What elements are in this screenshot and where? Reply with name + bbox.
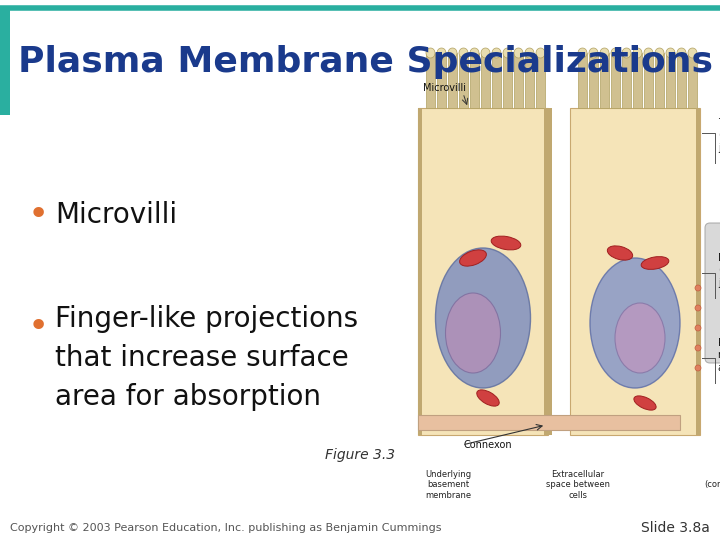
Bar [696,108,700,435]
Text: •: • [28,310,49,344]
Ellipse shape [491,236,521,250]
Ellipse shape [642,256,669,269]
Bar [525,53,534,108]
Bar [448,53,457,108]
Text: Plasma Membrane Specializations: Plasma Membrane Specializations [18,45,713,79]
Ellipse shape [688,48,697,58]
Ellipse shape [448,48,457,58]
Bar [578,53,587,108]
Ellipse shape [608,246,633,260]
Ellipse shape [426,48,435,58]
Ellipse shape [600,48,609,58]
Ellipse shape [492,48,501,58]
Ellipse shape [578,48,587,58]
Ellipse shape [622,48,631,58]
Bar [481,53,490,108]
Text: Underlying
basement
membrane: Underlying basement membrane [425,470,471,500]
Ellipse shape [525,48,534,58]
Ellipse shape [446,293,500,373]
Circle shape [695,325,701,331]
Ellipse shape [666,48,675,58]
Text: Connexon: Connexon [463,440,512,450]
Ellipse shape [655,48,664,58]
Bar [426,53,435,108]
Text: Extracellular
space between
cells: Extracellular space between cells [546,470,610,500]
Ellipse shape [611,48,620,58]
Bar [503,53,512,108]
Text: Microvilli: Microvilli [423,83,466,93]
Text: Gap
(communicating)
junction: Gap (communicating) junction [704,470,720,500]
Text: •: • [28,198,49,232]
Bar [655,53,664,108]
Text: Desmosome
(anchoring
junction): Desmosome (anchoring junction) [718,253,720,288]
Circle shape [695,365,701,371]
Bar [570,108,700,435]
Ellipse shape [589,48,598,58]
Bar [418,88,718,475]
Ellipse shape [633,48,642,58]
Bar [633,53,642,108]
Ellipse shape [677,48,686,58]
Bar [611,53,620,108]
Bar [589,53,598,108]
Text: Figure 3.3: Figure 3.3 [325,448,395,462]
Circle shape [695,345,701,351]
Ellipse shape [615,303,665,373]
Circle shape [695,285,701,291]
Ellipse shape [459,250,487,266]
Ellipse shape [477,390,499,406]
Bar [418,108,548,435]
Ellipse shape [470,48,479,58]
FancyBboxPatch shape [705,223,720,363]
Bar [536,53,545,108]
Bar [514,53,523,108]
Bar [600,53,609,108]
Text: Microvilli: Microvilli [55,201,177,229]
Bar [418,415,680,430]
Bar [666,53,675,108]
Bar [0,10,10,115]
Bar [544,108,552,435]
Text: Finger-like projections
that increase surface
area for absorption: Finger-like projections that increase su… [55,305,358,411]
Ellipse shape [503,48,512,58]
Bar [644,53,653,108]
Bar [459,53,468,108]
Circle shape [695,305,701,311]
Bar [492,53,501,108]
Ellipse shape [644,48,653,58]
Ellipse shape [459,48,468,58]
Bar [418,108,422,435]
Text: Slide 3.8a: Slide 3.8a [641,521,710,535]
Bar [437,53,446,108]
Bar [688,53,697,108]
Bar [622,53,631,108]
Text: Tight
(impermeable)
junction: Tight (impermeable) junction [718,118,720,153]
Bar [470,53,479,108]
Text: Plasma
membranes of
adjacent cells: Plasma membranes of adjacent cells [718,338,720,373]
Ellipse shape [481,48,490,58]
Ellipse shape [590,258,680,388]
Ellipse shape [514,48,523,58]
Ellipse shape [437,48,446,58]
Ellipse shape [634,396,656,410]
Bar [677,53,686,108]
Ellipse shape [536,48,545,58]
Text: Copyright © 2003 Pearson Education, Inc. publishing as Benjamin Cummings: Copyright © 2003 Pearson Education, Inc.… [10,523,441,533]
Ellipse shape [436,248,531,388]
